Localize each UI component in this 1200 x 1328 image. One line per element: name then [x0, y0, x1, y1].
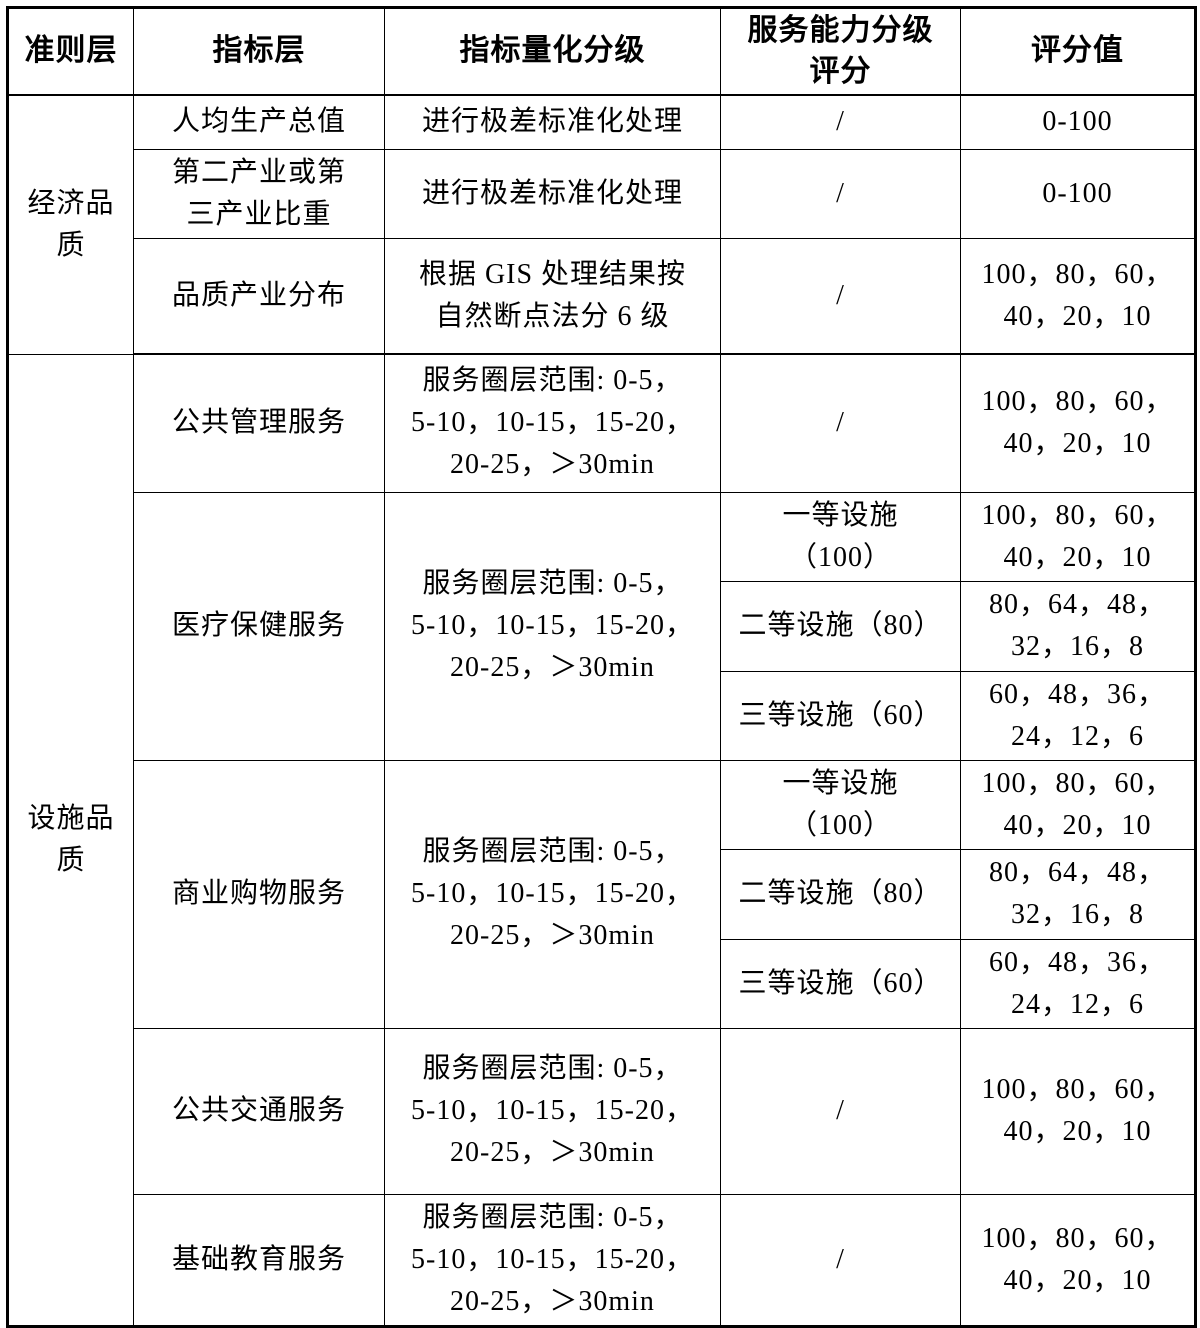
table-row: 基础教育服务 服务圈层范围: 0-5， 5-10，10-15，15-20， 20…	[8, 1193, 1196, 1327]
cell-industry-share-quant: 进行极差标准化处理	[384, 148, 721, 239]
cell-education-quant: 服务圈层范围: 0-5， 5-10，10-15，15-20， 20-25，＞30…	[384, 1193, 721, 1327]
table-row: 二等设施（80） 80，64，48， 32，16，8	[8, 580, 1196, 672]
cell-public-mgmt-indicator: 公共管理服务	[133, 353, 385, 493]
cell-industry-share-service: /	[720, 148, 961, 239]
cell-education-service: /	[720, 1193, 961, 1327]
cell-industry-dist-indicator: 品质产业分布	[133, 237, 385, 355]
cell-public-mgmt-service: /	[720, 353, 961, 493]
cell-shopping-tier3-service: 三等设施（60）	[720, 938, 961, 1029]
cell-transport-service: /	[720, 1027, 961, 1195]
cell-shopping-tier1-score: 100，80，60， 40，20，10	[960, 759, 1196, 850]
cell-medical-quant: 服务圈层范围: 0-5， 5-10，10-15，15-20， 20-25，＞30…	[384, 491, 721, 761]
table-row: 三等设施（60） 60，48，36， 24，12，6	[8, 670, 1196, 761]
indicator-grading-table: 准则层 指标层 指标量化分级 服务能力分级 评分 评分值 经济品 质 人均生产总…	[6, 6, 1197, 1328]
cell-shopping-tier1-service: 一等设施 （100）	[720, 759, 961, 850]
cell-transport-score: 100，80，60， 40，20，10	[960, 1027, 1196, 1195]
table-row: 二等设施（80） 80，64，48， 32，16，8	[8, 848, 1196, 940]
cell-education-indicator: 基础教育服务	[133, 1193, 385, 1327]
cell-medical-indicator: 医疗保健服务	[133, 491, 385, 761]
table-row: 公共交通服务 服务圈层范围: 0-5， 5-10，10-15，15-20， 20…	[8, 1027, 1196, 1195]
header-score-value: 评分值	[960, 7, 1196, 96]
cell-industry-share-indicator: 第二产业或第 三产业比重	[133, 148, 385, 239]
header-indicator-layer: 指标层	[133, 7, 385, 96]
table-row: 商业购物服务 服务圈层范围: 0-5， 5-10，10-15，15-20， 20…	[8, 759, 1196, 1029]
cell-public-mgmt-quant: 服务圈层范围: 0-5， 5-10，10-15，15-20， 20-25，＞30…	[384, 353, 721, 493]
table-row: 品质产业分布 根据 GIS 处理结果按 自然断点法分 6 级 / 100，80，…	[8, 237, 1196, 355]
header-row: 准则层 指标层 指标量化分级 服务能力分级 评分 评分值	[7, 7, 1196, 96]
cell-medical-tier1-score: 100，80，60， 40，20，10	[960, 491, 1196, 582]
cell-gdp-indicator: 人均生产总值	[133, 94, 385, 150]
cell-gdp-quant: 进行极差标准化处理	[384, 94, 721, 150]
cell-shopping-tier3-score: 60，48，36， 24，12，6	[960, 938, 1196, 1029]
cell-medical-tier2-service: 二等设施（80）	[720, 580, 961, 672]
cell-transport-indicator: 公共交通服务	[133, 1027, 385, 1195]
table-row: 经济品 质 人均生产总值 进行极差标准化处理 / 0-100	[7, 94, 1196, 355]
cell-shopping-tier2-service: 二等设施（80）	[720, 848, 961, 940]
cell-shopping-quant: 服务圈层范围: 0-5， 5-10，10-15，15-20， 20-25，＞30…	[384, 759, 721, 1029]
cell-medical-tier3-score: 60，48，36， 24，12，6	[960, 670, 1196, 761]
cell-education-score: 100，80，60， 40，20，10	[960, 1193, 1196, 1327]
cell-gdp-service: /	[720, 94, 961, 150]
cell-medical-tier1-service: 一等设施 （100）	[720, 491, 961, 582]
header-quantification-grading: 指标量化分级	[384, 7, 721, 96]
cell-shopping-tier2-score: 80，64，48， 32，16，8	[960, 848, 1196, 940]
group-economic-quality: 经济品 质	[7, 94, 134, 355]
group-facility-quality: 设施品 质	[7, 353, 134, 1327]
cell-medical-tier2-score: 80，64，48， 32，16，8	[960, 580, 1196, 672]
cell-public-mgmt-score: 100，80，60， 40，20，10	[960, 353, 1196, 493]
cell-transport-quant: 服务圈层范围: 0-5， 5-10，10-15，15-20， 20-25，＞30…	[384, 1027, 721, 1195]
header-service-capability-grading: 服务能力分级 评分	[720, 7, 961, 96]
table-row: 设施品 质 公共管理服务 服务圈层范围: 0-5， 5-10，10-15，15-…	[7, 353, 1196, 1327]
cell-gdp-score: 0-100	[960, 94, 1196, 150]
table-row: 医疗保健服务 服务圈层范围: 0-5， 5-10，10-15，15-20， 20…	[8, 491, 1196, 761]
cell-industry-dist-score: 100，80，60， 40，20，10	[960, 237, 1196, 355]
cell-medical-tier3-service: 三等设施（60）	[720, 670, 961, 761]
cell-shopping-indicator: 商业购物服务	[133, 759, 385, 1029]
cell-industry-share-score: 0-100	[960, 148, 1196, 239]
table-row: 三等设施（60） 60，48，36， 24，12，6	[8, 938, 1196, 1029]
header-criterion-layer: 准则层	[7, 7, 134, 96]
cell-industry-dist-service: /	[720, 237, 961, 355]
table-row: 第二产业或第 三产业比重 进行极差标准化处理 / 0-100	[8, 148, 1196, 239]
cell-industry-dist-quant: 根据 GIS 处理结果按 自然断点法分 6 级	[384, 237, 721, 355]
